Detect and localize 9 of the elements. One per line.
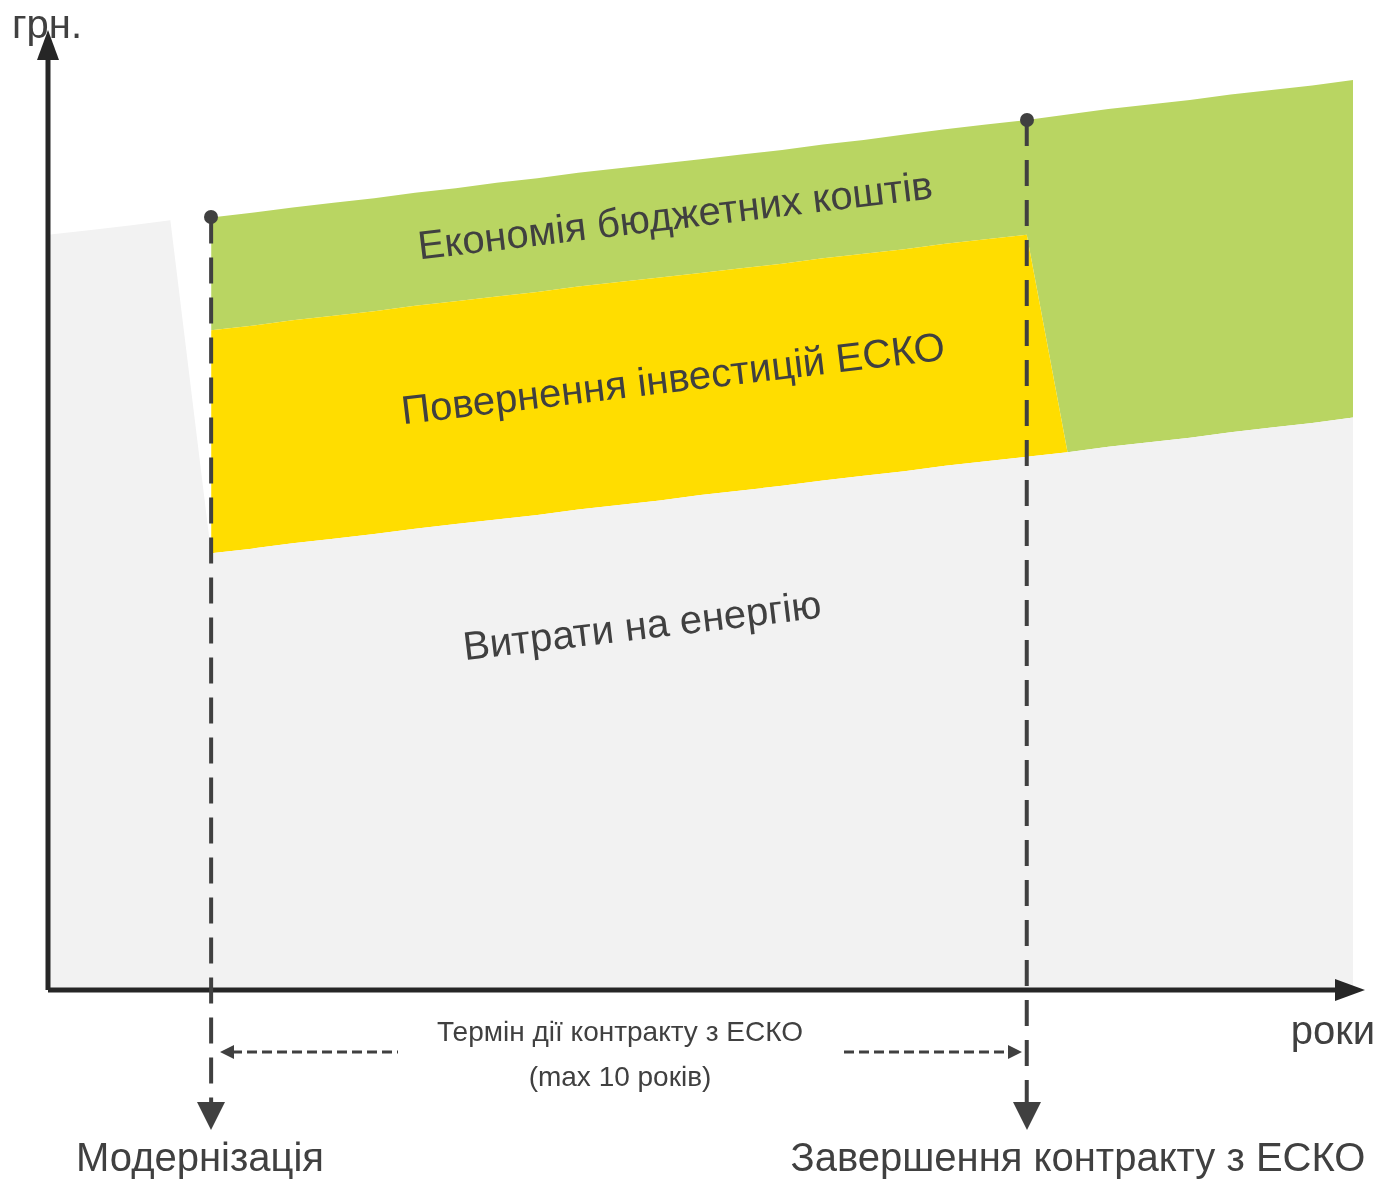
annotation: Економія бюджетних коштів — [414, 161, 936, 270]
text: Завершення контракту з ЕСКО — [790, 1134, 1366, 1181]
annotation: Витрати на енергію — [460, 580, 824, 671]
y-axis-title: грн. — [12, 2, 83, 47]
text: Модернізація — [76, 1134, 324, 1181]
text: Термін дії контракту з ЕСКО — [437, 1015, 803, 1049]
text: (max 10 років) — [528, 1060, 712, 1094]
x-axis-title: роки — [1290, 1008, 1375, 1053]
annotation: Повернення інвестицій ЕСКО — [398, 322, 948, 435]
